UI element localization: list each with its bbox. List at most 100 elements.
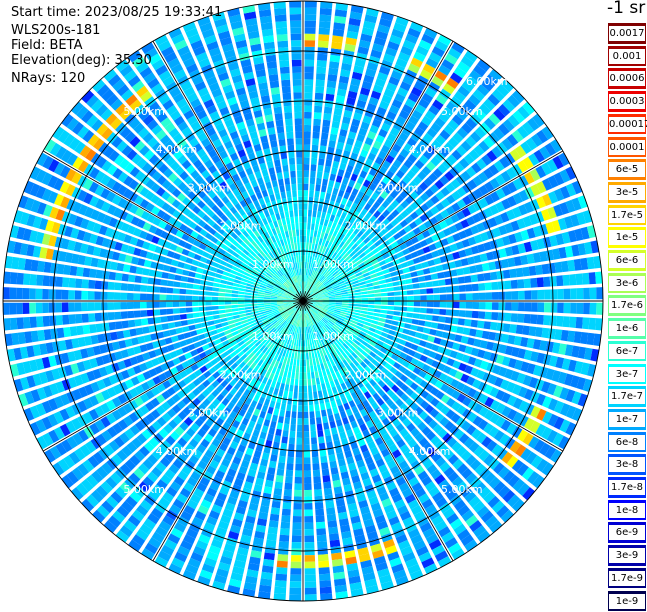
range-gate-cell (529, 326, 537, 336)
range-gate-cell (310, 366, 314, 373)
range-gate-cell (267, 407, 273, 415)
range-gate-cell (23, 303, 30, 314)
range-gate-cell (327, 408, 333, 415)
range-gate-cell (10, 303, 17, 315)
range-gate-cell (160, 287, 167, 293)
range-gate-cell (50, 328, 58, 339)
range-gate-cell (524, 314, 531, 324)
range-gate-cell (273, 408, 279, 415)
range-gate-cell (384, 323, 391, 328)
range-gate-cell (394, 291, 401, 295)
range-gate-cell (327, 514, 337, 522)
range-gate-cell (160, 316, 167, 323)
range-gate-cell (304, 529, 314, 536)
range-gate-cell (128, 275, 135, 283)
range-gate-cell (299, 386, 303, 393)
range-gate-cell (334, 182, 341, 190)
range-gate-cell (368, 305, 375, 308)
range-gate-cell (192, 296, 199, 301)
range-gate-cell (328, 68, 338, 76)
range-gate-cell (232, 287, 239, 291)
range-gate-cell (264, 297, 271, 299)
range-gate-cell (296, 366, 299, 373)
range-gate-cell (290, 581, 302, 588)
range-gate-cell (310, 250, 313, 257)
range-gate-cell (213, 315, 220, 320)
range-gate-cell (582, 273, 589, 285)
range-gate-cell (543, 277, 550, 287)
range-gate-cell (464, 319, 471, 327)
range-gate-cell (270, 421, 277, 429)
range-gate-cell (321, 462, 329, 469)
range-gate-cell (299, 334, 301, 341)
range-gate-cell (420, 295, 427, 300)
range-gate-cell (469, 329, 477, 337)
range-gate-cell (317, 171, 323, 178)
range-gate-cell (304, 197, 308, 204)
range-gate-cell (277, 554, 288, 561)
range-gate-cell (325, 494, 334, 502)
range-gate-cell (530, 314, 537, 324)
range-gate-cell (305, 334, 307, 341)
range-gate-cell (332, 161, 339, 169)
range-gate-cell (305, 340, 307, 347)
range-gate-cell (294, 353, 297, 360)
range-gate-cell (288, 391, 293, 398)
range-gate-cell (304, 379, 307, 386)
range-gate-cell (307, 229, 310, 236)
range-gate-cell (361, 311, 368, 315)
range-gate-cell (233, 283, 240, 287)
range-gate-cell (304, 477, 311, 484)
range-gate-cell (305, 562, 316, 569)
range-gate-cell (385, 278, 392, 283)
range-gate-cell (303, 242, 305, 249)
range-gate-cell (332, 188, 338, 196)
range-gate-cell (166, 288, 173, 294)
range-gate-cell (160, 294, 167, 300)
range-gate-cell (182, 270, 189, 276)
range-gate-cell (596, 303, 603, 315)
range-gate-cell (304, 412, 309, 419)
range-gate-cell (387, 306, 394, 310)
range-gate-cell (305, 262, 307, 269)
range-gate-cell (304, 184, 309, 191)
range-gate-cell (168, 273, 175, 280)
range-gate-cell (366, 315, 373, 319)
range-gate-cell (319, 28, 330, 35)
range-gate-cell (278, 389, 283, 396)
range-gate-cell (55, 290, 62, 300)
range-gate-cell (238, 301, 245, 304)
range-gate-cell (583, 288, 590, 300)
range-gate-cell (186, 296, 193, 301)
range-gate-cell (69, 278, 76, 288)
range-gate-cell (225, 289, 232, 293)
range-gate-cell (317, 384, 322, 391)
range-gate-cell (320, 139, 327, 146)
range-gate-cell (348, 296, 355, 298)
range-gate-cell (415, 263, 423, 270)
range-gate-cell (311, 164, 317, 171)
range-gate-cell (431, 273, 438, 280)
range-gate-cell (289, 588, 301, 595)
range-gate-cell (317, 541, 327, 548)
range-gate-cell (304, 66, 314, 73)
range-gate-cell (380, 284, 387, 288)
range-gate-cell (179, 302, 186, 307)
range-gate-cell (401, 296, 408, 300)
range-gate-cell (328, 520, 338, 528)
range-gate-cell (419, 282, 426, 288)
range-gate-cell (304, 177, 309, 184)
range-gate-cell (309, 243, 312, 250)
range-gate-cell (286, 378, 290, 385)
range-gate-cell (318, 390, 323, 397)
range-gate-cell (50, 263, 58, 274)
range-gate-cell (387, 292, 394, 296)
range-gate-cell (477, 321, 484, 329)
range-gate-cell (181, 276, 188, 282)
range-gate-cell (316, 178, 322, 185)
range-gate-cell (305, 1, 317, 8)
range-gate-cell (160, 279, 167, 286)
range-gate-cell (227, 316, 234, 321)
range-gate-cell (297, 431, 303, 438)
range-gate-cell (306, 249, 308, 256)
